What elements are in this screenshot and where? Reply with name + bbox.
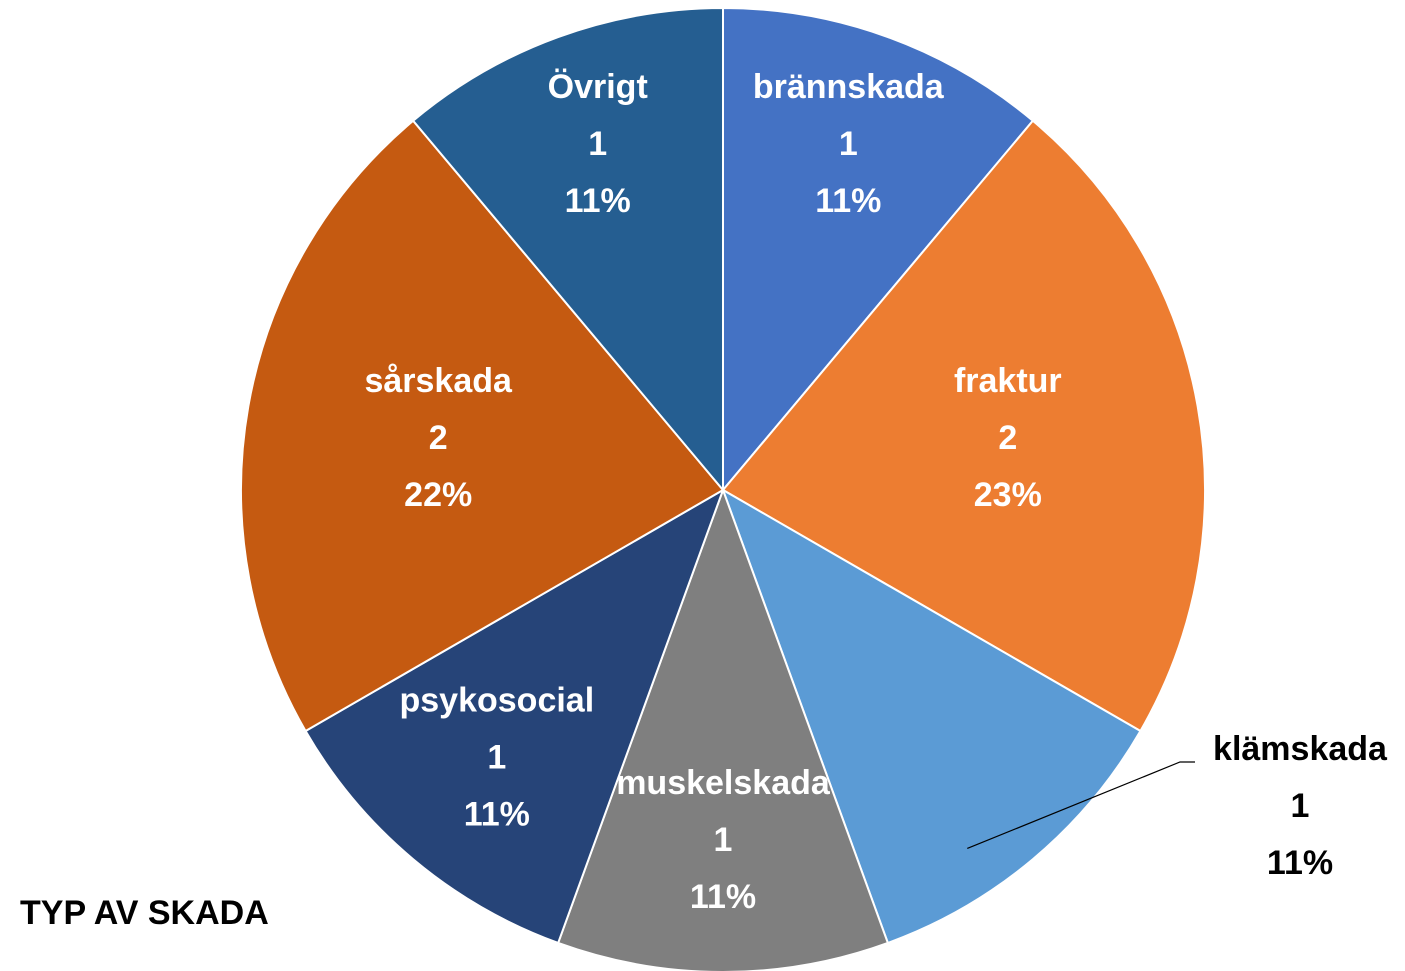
slice-value: 2	[998, 419, 1017, 457]
slice-value: 1	[588, 125, 607, 163]
slice-percent: 22%	[404, 476, 472, 514]
slice-value: 1	[487, 739, 506, 777]
pie-slice	[304, 487, 725, 945]
slice-percent: 11%	[690, 878, 756, 916]
slice-percent: 11%	[1267, 844, 1333, 882]
slice-label: muskelskada	[616, 764, 831, 802]
leader-line	[967, 761, 1195, 850]
slice-percent: 23%	[974, 476, 1042, 514]
slice-label: brännskada	[753, 68, 945, 106]
slice-percent: 11%	[815, 182, 881, 220]
slice-label: Övrigt	[548, 68, 648, 106]
pie-slice	[411, 6, 724, 493]
slice-value: 1	[839, 125, 858, 163]
pie-slice	[721, 487, 1142, 945]
slice-value: 1	[1291, 787, 1310, 825]
pie-slice	[240, 119, 725, 733]
slice-value: 1	[714, 821, 733, 859]
pie-slice	[721, 119, 1206, 733]
slice-label: klämskada	[1213, 730, 1388, 768]
slice-percent: 11%	[565, 182, 631, 220]
pie-slice	[556, 487, 890, 971]
pie-slice	[722, 6, 1035, 493]
slice-value: 2	[429, 419, 448, 457]
slice-label: fraktur	[954, 362, 1062, 400]
slice-percent: 11%	[464, 796, 530, 834]
slice-label: psykosocial	[400, 682, 595, 720]
chart-title: TYP AV SKADA	[20, 894, 269, 932]
slice-label: sårskada	[364, 362, 513, 400]
